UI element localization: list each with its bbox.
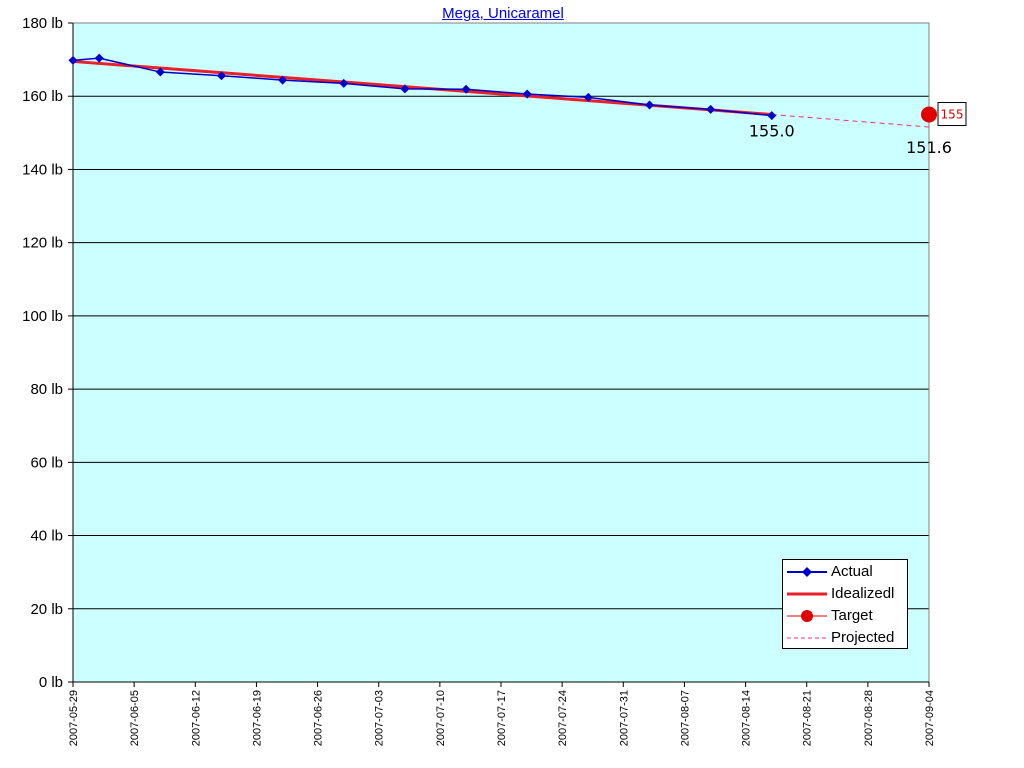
chart-legend: Actual Idealizedl Target Projected	[782, 559, 908, 649]
actual-point-2007-07-27	[583, 92, 593, 102]
x-tick-label-2007-08-21: 2007-08-21	[802, 690, 814, 746]
series-layer	[68, 53, 937, 128]
target-label-box	[937, 102, 967, 127]
actual-point-2007-07-06	[400, 84, 410, 94]
legend-label-idealized: Idealizedl	[831, 585, 895, 602]
x-tick-label-2007-06-19: 2007-06-19	[251, 690, 263, 746]
actual-point-2007-08-17	[767, 111, 777, 121]
legend-label-actual: Actual	[831, 563, 873, 580]
actual-point-2007-08-10	[706, 104, 716, 114]
legend-item-idealized: Idealizedl	[783, 584, 907, 604]
x-tick-label-2007-08-14: 2007-08-14	[741, 690, 753, 746]
actual-point-2007-07-13	[461, 84, 471, 94]
actual-point-2007-06-15	[216, 71, 226, 81]
y-tick-label-140: 140 lb	[22, 161, 63, 178]
axes: 0 lb 20 lb 40 lb 60 lb 80 lb 100 lb 120 lb 140 …	[22, 15, 936, 746]
x-tick-label-2007-08-28: 2007-08-28	[863, 690, 875, 746]
x-tick-label-2007-07-31: 2007-07-31	[618, 690, 630, 746]
x-tick-label-2007-05-29: 2007-05-29	[68, 690, 80, 746]
actual-point-2007-05-29	[68, 55, 78, 65]
y-tick-label-60: 60 lb	[30, 454, 63, 471]
y-tick-label-40: 40 lb	[30, 528, 63, 545]
actual-point-2007-06-08	[155, 67, 165, 77]
y-tick-label-0: 0 lb	[39, 674, 63, 691]
annotation-layer: 155.0 151.6 155	[749, 102, 967, 157]
actual-point-2007-07-20	[522, 89, 532, 99]
y-tick-label-20: 20 lb	[30, 601, 63, 618]
y-tick-label-120: 120 lb	[22, 235, 63, 252]
legend-label-projected: Projected	[831, 629, 895, 646]
legend-item-actual: Actual	[783, 562, 907, 582]
target-point	[921, 106, 937, 123]
legend-label-target: Target	[831, 607, 873, 624]
legend-swatch-projected	[787, 637, 827, 639]
x-tick-label-2007-07-03: 2007-07-03	[374, 690, 386, 746]
x-tick-label-2007-06-26: 2007-06-26	[313, 690, 325, 746]
label-end-actual: 155.0	[749, 122, 795, 141]
x-tick-label-2007-09-04: 2007-09-04	[924, 690, 936, 746]
actual-point-2007-06-01	[94, 53, 104, 63]
x-tick-label-2007-07-10: 2007-07-10	[435, 690, 447, 746]
actual-point-2007-08-03	[644, 100, 654, 110]
legend-item-target: Target	[783, 606, 907, 626]
y-tick-label-80: 80 lb	[30, 381, 63, 398]
x-tick-label-2007-07-24: 2007-07-24	[557, 690, 569, 746]
label-projected-end: 151.6	[906, 138, 952, 157]
actual-point-2007-06-22	[278, 75, 288, 85]
x-tick-label-2007-06-12: 2007-06-12	[190, 690, 202, 746]
x-tick-label-2007-07-17: 2007-07-17	[496, 690, 508, 746]
y-tick-label-100: 100 lb	[22, 308, 63, 325]
y-tick-label-160: 160 lb	[22, 88, 63, 105]
x-tick-label-2007-06-05: 2007-06-05	[129, 690, 141, 746]
legend-swatch-idealized	[787, 592, 827, 596]
y-tick-label-180: 180 lb	[22, 15, 63, 32]
target-label: 155	[941, 108, 964, 122]
x-tick-label-2007-08-07: 2007-08-07	[679, 690, 691, 746]
chart-title-link[interactable]: Mega, Unicaramel	[442, 5, 564, 22]
legend-item-projected: Projected	[783, 628, 907, 648]
actual-point-2007-06-29	[339, 78, 349, 88]
legend-swatch-target	[787, 610, 827, 622]
legend-swatch-actual	[787, 567, 827, 577]
